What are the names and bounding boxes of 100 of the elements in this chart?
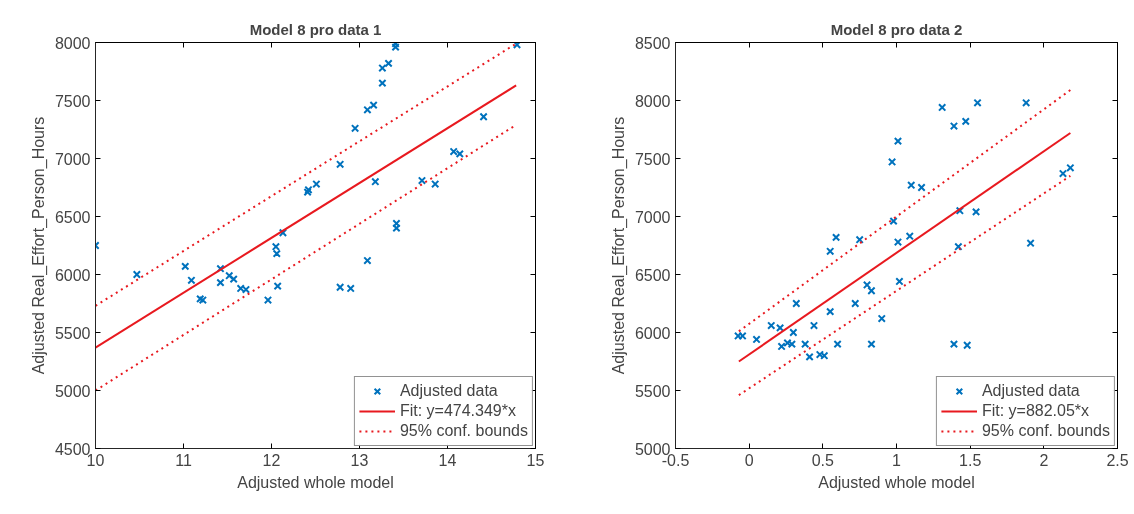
x-tick-label: 1 [892,451,902,469]
point [826,247,835,256]
y-tick-label: 5000 [54,382,91,400]
point [363,105,372,114]
chart-title: Model 8 pro data 2 [830,20,963,38]
point [271,242,281,251]
x-tick-label: 14 [438,451,457,469]
point [889,216,898,226]
y-tick-label: 7500 [54,92,91,110]
point [949,339,959,349]
x-tick-label: 2 [1039,451,1049,469]
point [752,335,761,344]
x-tick-label: 13 [350,451,369,469]
y-axis-title: Adjusted Real_Effort_Person_Hours [29,116,48,375]
point [196,294,205,304]
point [278,228,288,237]
point [1026,239,1035,248]
point [392,219,401,228]
point [887,157,897,167]
point [273,281,282,291]
point [800,339,810,349]
y-tick-label: 5500 [634,382,671,400]
point [826,307,835,316]
y-tick-label: 8000 [54,34,91,52]
legend-label: Fit: y=474.349*x [399,401,516,421]
point [229,274,238,284]
point [877,314,886,323]
y-tick-label: 6500 [54,208,91,226]
point [335,283,345,292]
point [851,299,860,308]
x-tick-label: 0 [744,451,754,469]
y-tick-label: 8000 [634,92,671,110]
x-tick-label: 15 [526,451,545,469]
point [907,181,916,190]
point [937,103,947,112]
point [132,270,142,279]
y-tick-label: 7000 [54,150,91,168]
y-tick-label: 6500 [634,266,671,284]
point [225,271,234,280]
y-axis-title: Adjusted Real_Effort_Person_Hours [609,116,628,375]
point [304,185,313,194]
point [1021,98,1031,107]
point [216,264,225,273]
point [335,160,345,169]
point [971,207,981,217]
point [417,176,427,185]
x-tick-label: 2.5 [1106,451,1129,469]
chart-title: Model 8 pro data 1 [249,20,382,38]
point [512,42,522,49]
x-tick-label: 12 [262,451,281,469]
y-tick-label: 6000 [54,266,91,284]
point [198,295,208,305]
point [391,42,400,52]
y-tick-label: 5500 [54,324,91,342]
point [312,179,321,189]
x-tick-label: 0.5 [811,451,835,469]
point [378,78,387,88]
point [216,278,225,287]
point [815,350,825,359]
point [949,121,959,131]
point [855,235,864,244]
point [371,177,380,186]
point [363,256,372,265]
point [895,277,904,286]
point [867,286,876,295]
point [431,179,440,189]
y-tick-label: 7500 [634,150,671,168]
point [1066,163,1075,172]
legend-label: Adjusted data [981,381,1080,401]
point [893,237,903,247]
point [789,328,798,337]
point [263,295,273,305]
point [905,232,914,241]
x-tick-label: 11 [175,451,192,469]
x-axis-title: Adjusted whole model [818,473,975,491]
legend-label: Adjusted data [399,381,498,401]
point [384,59,393,68]
point [917,183,926,192]
y-tick-label: 7000 [634,208,671,226]
point [831,233,841,242]
point [833,339,842,349]
point [272,249,281,258]
point [303,187,312,197]
point [1058,169,1068,178]
point [378,63,387,73]
point [787,339,797,349]
point [350,124,360,133]
point [973,98,982,107]
legend-label: 95% conf. bounds [981,421,1110,441]
point [479,112,488,121]
point [862,280,872,290]
point [369,100,378,110]
point [181,262,190,271]
point [187,276,196,285]
y-tick-label: 8500 [634,34,671,52]
x-axis-title: Adjusted whole model [237,473,394,491]
point [346,284,355,293]
point [792,299,801,308]
legend-label: Fit: y=882.05*x [981,401,1090,421]
legend-label: 95% conf. bounds [399,421,528,441]
